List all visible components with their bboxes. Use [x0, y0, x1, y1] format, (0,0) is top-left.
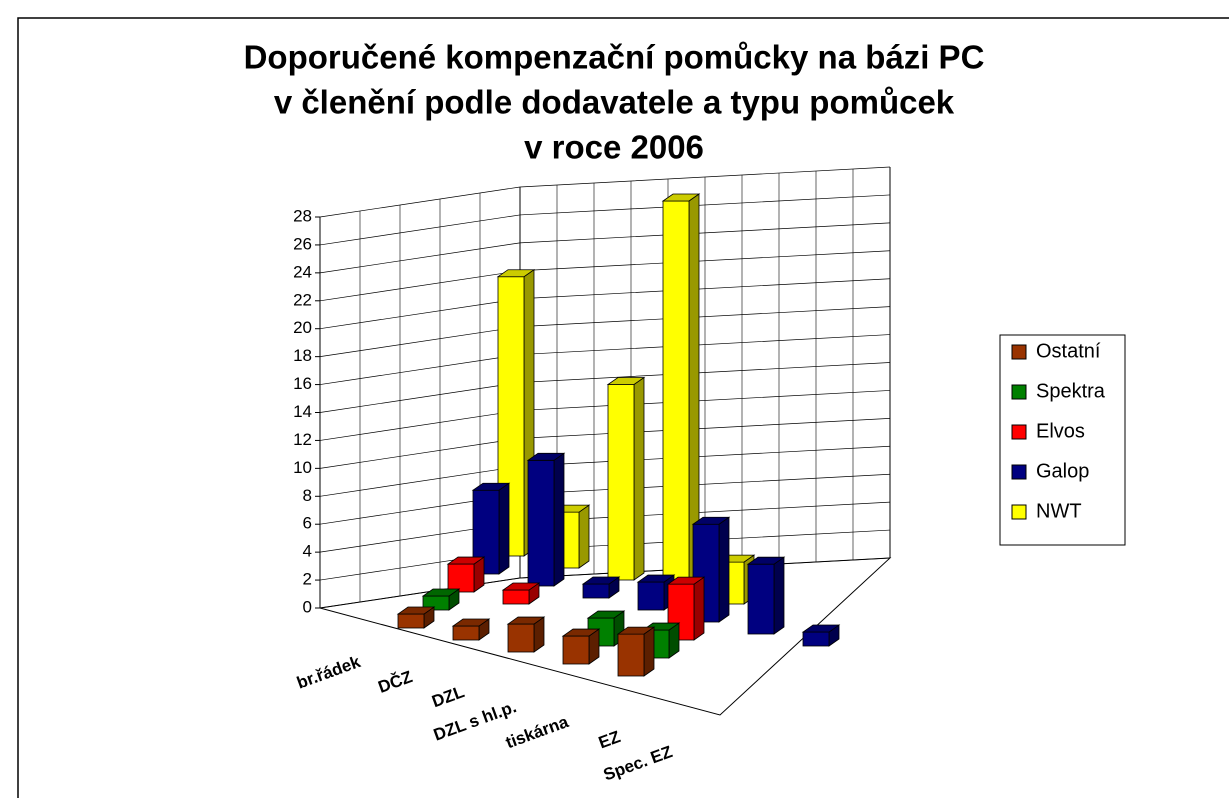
y-tick-label: 28	[293, 206, 312, 225]
bar	[661, 193, 701, 593]
bar	[581, 576, 621, 599]
grid-line	[319, 194, 891, 246]
bar-front	[497, 276, 525, 557]
bar-top	[526, 452, 566, 461]
bar	[421, 588, 461, 611]
bar-front	[562, 635, 590, 665]
legend-label: Galop	[1036, 460, 1089, 482]
bar	[446, 556, 486, 593]
bar	[496, 268, 536, 557]
legend-swatch	[1011, 424, 1027, 440]
y-tick-label: 22	[293, 290, 312, 309]
legend-swatch	[1011, 344, 1027, 360]
y-tick-label: 18	[293, 346, 312, 365]
bar-top	[636, 574, 676, 583]
bar-side	[498, 482, 510, 575]
grid-line	[319, 222, 891, 274]
bar-top	[801, 624, 841, 633]
bar	[561, 628, 601, 665]
bar-front	[747, 563, 775, 635]
y-tick-label: 24	[293, 262, 312, 281]
legend-swatch	[1011, 384, 1027, 400]
y-tick-label: 4	[303, 542, 312, 561]
y-tick-label: 12	[293, 430, 312, 449]
bar-front	[802, 631, 830, 647]
bar-side	[633, 376, 645, 581]
bar-side	[773, 556, 785, 635]
bar-front	[447, 563, 475, 593]
bar-top	[746, 556, 786, 565]
bar-front	[507, 623, 535, 653]
bar-front	[607, 384, 635, 581]
bar-side	[553, 452, 565, 587]
legend-swatch	[1011, 504, 1027, 520]
legend-label: Spektra	[1036, 380, 1106, 402]
chart-title: v roce 2006	[524, 129, 704, 166]
bar-side	[718, 516, 730, 623]
bar-top	[506, 616, 546, 625]
chart-title: v členění podle dodavatele a typu pomůce…	[274, 84, 955, 121]
chart-title: Doporučené kompenzační pomůcky na bázi P…	[244, 39, 985, 76]
legend-label: Elvos	[1036, 420, 1085, 442]
bar-top	[581, 576, 621, 585]
bar-front	[637, 581, 665, 611]
y-tick-label: 10	[293, 458, 312, 477]
bar-front	[617, 633, 645, 677]
y-tick-label: 2	[303, 570, 312, 589]
y-tick-label: 26	[293, 234, 312, 253]
bar-side	[643, 626, 655, 677]
bar-front	[397, 613, 425, 629]
bar-top	[396, 606, 436, 615]
bar-top	[446, 556, 486, 565]
bar-top	[691, 516, 731, 525]
bar-top	[666, 576, 706, 585]
bar-front	[527, 459, 555, 587]
y-tick-label: 20	[293, 318, 312, 337]
bar-top	[606, 377, 646, 385]
bar	[746, 556, 786, 635]
bar-top	[561, 628, 601, 637]
bar	[666, 576, 706, 641]
bar	[691, 516, 731, 623]
bar-top	[496, 269, 536, 278]
y-tick-label: 8	[303, 486, 312, 505]
bar-top	[661, 193, 701, 202]
bar-side	[578, 504, 590, 569]
legend: Ostatní Spektra Elvos Galop NWT	[1011, 340, 1106, 522]
bar	[606, 376, 646, 581]
bar	[506, 616, 546, 653]
grid-line	[319, 166, 891, 218]
bar-side	[693, 576, 705, 641]
bar-top	[421, 588, 461, 597]
bars	[396, 193, 841, 677]
bar	[396, 606, 436, 629]
bar	[616, 626, 656, 677]
y-tick-label: 16	[293, 374, 312, 393]
legend-label: NWT	[1036, 500, 1082, 522]
bar-front	[662, 200, 690, 593]
bar-top	[616, 626, 656, 635]
y-tick-label: 6	[303, 514, 312, 533]
bar	[501, 582, 541, 605]
bar	[801, 624, 841, 647]
bar-top	[471, 482, 511, 491]
bar	[526, 452, 566, 587]
bar-front	[582, 583, 610, 599]
legend-label: Ostatní	[1036, 340, 1101, 362]
y-tick-label: 14	[293, 402, 312, 421]
bar-top	[501, 582, 541, 591]
bar-top	[586, 610, 626, 619]
title-group: Doporučené kompenzační pomůcky na bázi P…	[244, 39, 985, 166]
y-tick-label: 0	[303, 597, 312, 616]
bar	[451, 618, 491, 641]
bar-top	[451, 618, 491, 627]
bar-front	[502, 589, 530, 605]
legend-swatch	[1011, 464, 1027, 480]
bar-front	[452, 625, 480, 641]
